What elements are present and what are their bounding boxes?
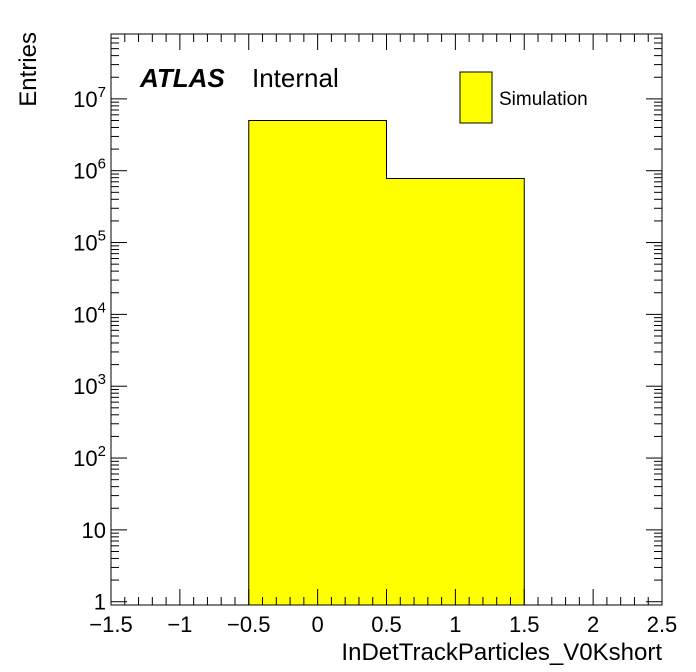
x-tick-label: −0.5 — [227, 612, 270, 637]
y-tick-label: 10 — [82, 518, 106, 543]
y-tick-label: 106 — [73, 156, 106, 184]
x-tick-label: 0.5 — [371, 612, 402, 637]
atlas-sublabel: Internal — [252, 63, 339, 93]
y-tick-label: 104 — [73, 299, 106, 327]
x-tick-label: 1.5 — [509, 612, 540, 637]
legend-swatch — [459, 71, 493, 124]
x-tick-label: −1.5 — [89, 612, 132, 637]
x-tick-label: 1 — [449, 612, 461, 637]
y-tick-label: 107 — [73, 84, 106, 112]
x-tick-label: 0 — [312, 612, 324, 637]
y-tick-label: 102 — [73, 443, 106, 471]
y-tick-label: 1 — [94, 590, 106, 615]
x-tick-label: −1 — [167, 612, 192, 637]
histogram-outline — [248, 119, 525, 605]
ticks-layer — [110, 33, 663, 605]
y-axis-title: Entries — [15, 32, 42, 107]
x-tick-label: 2 — [587, 612, 599, 637]
y-tick-labels: 1 10 102 103 104 105 106 107 — [73, 84, 106, 615]
atlas-label: ATLAS — [139, 63, 225, 93]
histogram-bar — [386, 178, 525, 605]
y-tick-label: 103 — [73, 371, 106, 399]
x-tick-labels: −1.5 −1 −0.5 0 0.5 1 1.5 2 2.5 — [89, 612, 677, 637]
y-tick-label: 105 — [73, 228, 106, 256]
histogram-bar — [248, 120, 387, 605]
bars-layer — [248, 119, 525, 605]
legend-label-simulation: Simulation — [499, 89, 588, 110]
x-axis-title: InDetTrackParticles_V0Kshort — [341, 639, 662, 666]
x-tick-label: 2.5 — [647, 612, 678, 637]
